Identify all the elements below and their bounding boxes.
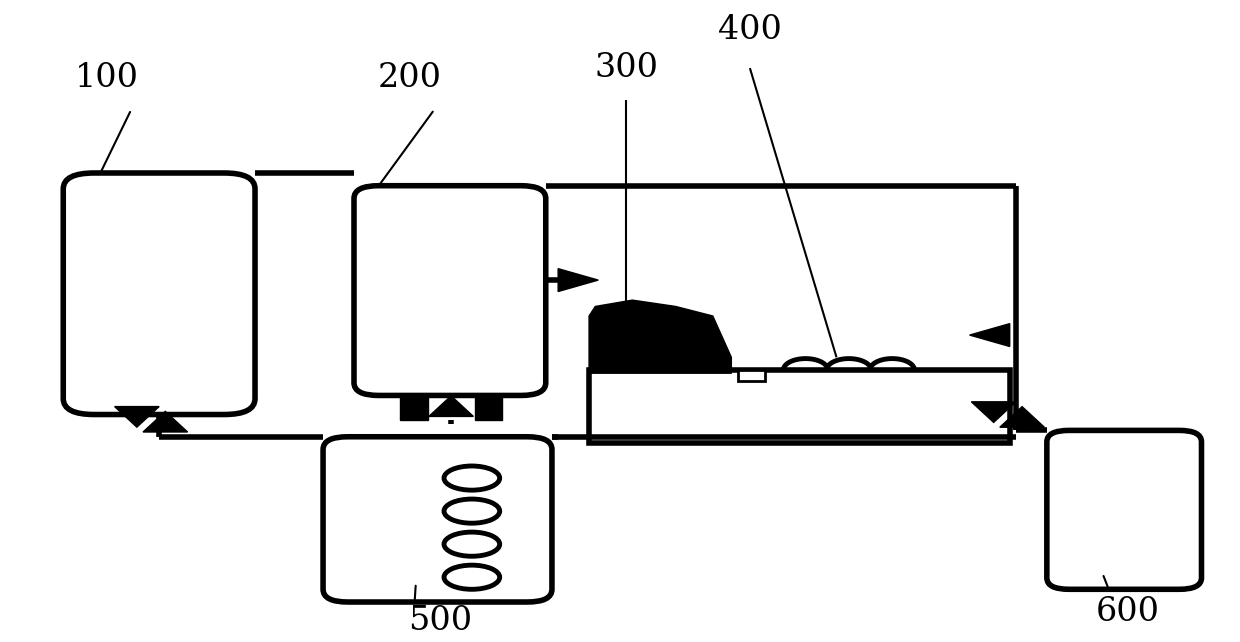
- Polygon shape: [971, 402, 1016, 422]
- Text: 500: 500: [408, 605, 472, 637]
- FancyBboxPatch shape: [1047, 430, 1202, 589]
- Text: 100: 100: [74, 62, 139, 94]
- Bar: [589, 370, 1009, 443]
- Ellipse shape: [444, 532, 500, 556]
- Ellipse shape: [444, 499, 500, 523]
- Bar: [738, 370, 765, 381]
- Polygon shape: [999, 406, 1044, 427]
- Text: 600: 600: [1095, 596, 1159, 627]
- Text: 400: 400: [718, 14, 782, 46]
- Text: 300: 300: [594, 52, 658, 84]
- Polygon shape: [970, 324, 1009, 347]
- Bar: [475, 395, 502, 420]
- Text: 200: 200: [378, 62, 441, 94]
- Polygon shape: [114, 406, 159, 427]
- Polygon shape: [558, 268, 598, 291]
- Polygon shape: [143, 412, 187, 432]
- Polygon shape: [429, 396, 474, 417]
- Ellipse shape: [444, 565, 500, 589]
- Polygon shape: [589, 300, 732, 373]
- FancyBboxPatch shape: [63, 173, 255, 415]
- FancyBboxPatch shape: [324, 437, 552, 602]
- Ellipse shape: [444, 466, 500, 490]
- FancyBboxPatch shape: [353, 186, 546, 395]
- Bar: [401, 395, 428, 420]
